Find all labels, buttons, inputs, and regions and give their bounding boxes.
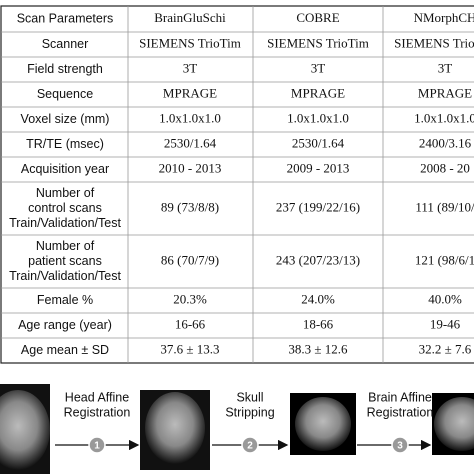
brain-image [0,390,50,470]
row-label: Number of [36,239,95,253]
step-number: 2 [247,441,253,452]
header-cell: BrainGluSchi [154,10,226,25]
header-cell: COBRE [296,10,339,25]
cell: 1.0x1.0x1.0 [159,110,221,125]
row-label: Train/Validation/Test [9,216,121,230]
cell: 111 (89/10/ [415,199,474,214]
cell: 2010 - 2013 [159,160,222,175]
cell: 89 (73/8/8) [161,199,219,214]
step-label: Registration [367,405,434,419]
cell: 20.3% [173,291,207,306]
row-label: Age range (year) [18,318,112,332]
row-label: Voxel size (mm) [21,112,110,126]
row-label: Female % [37,293,93,307]
row-label: Number of [36,186,95,200]
cell: 2530/1.64 [164,135,217,150]
header-cell: NMorphCH [414,10,474,25]
step-label: Stripping [225,405,274,419]
cell: MPRAGE [418,85,472,100]
cell: MPRAGE [291,85,345,100]
step-label: Registration [64,405,131,419]
cell: 1.0x1.0x1.0 [287,110,349,125]
cell: MPRAGE [163,85,217,100]
row-label: Age mean ± SD [21,343,109,357]
cell: 3T [311,60,326,75]
step-number: 1 [94,441,100,452]
brain-image [295,397,351,451]
step-label: Skull [236,390,263,404]
step-number: 3 [397,441,403,452]
step-label: Brain Affine [368,390,432,404]
cell: 32.2 ± 7.6 [419,341,472,356]
row-label: patient scans [28,254,102,268]
cell: 3T [438,60,453,75]
cell: SIEMENS TrioTim [394,35,474,50]
step-label: Head Affine [65,390,129,404]
cell: 2009 - 2013 [287,160,350,175]
step-badge [88,436,106,454]
step-badge [391,436,409,454]
cell: 2400/3.16 [419,135,472,150]
row-label: Train/Validation/Test [9,269,121,283]
row-label: Sequence [37,87,93,101]
cell: 3T [183,60,198,75]
cell: 237 (199/22/16) [276,199,360,214]
cell: 16-66 [175,316,206,331]
header-cell: Scan Parameters [17,11,114,25]
cell: 121 (98/6/1 [415,252,474,267]
cell: SIEMENS TrioTim [267,35,369,50]
row-label: control scans [28,201,102,215]
step-badge [241,436,259,454]
table-border [0,5,474,364]
cell: 18-66 [303,316,334,331]
cell: 2530/1.64 [292,135,345,150]
cell: 19-46 [430,316,461,331]
brain-image [434,397,474,451]
row-label: Field strength [27,62,103,76]
cell: 37.6 ± 13.3 [160,341,219,356]
row-label: TR/TE (msec) [26,137,104,151]
cell: 243 (207/23/13) [276,252,360,267]
row-label: Acquisition year [21,162,109,176]
cell: 86 (70/7/9) [161,252,219,267]
cell: 38.3 ± 12.6 [288,341,348,356]
cell: 24.0% [301,291,335,306]
cell: SIEMENS TrioTim [139,35,241,50]
row-label: Scanner [42,37,89,51]
cell: 2008 - 20 [420,160,470,175]
brain-image [145,392,205,464]
cell: 1.0x1.0x1.0 [414,110,474,125]
cell: 40.0% [428,291,462,306]
